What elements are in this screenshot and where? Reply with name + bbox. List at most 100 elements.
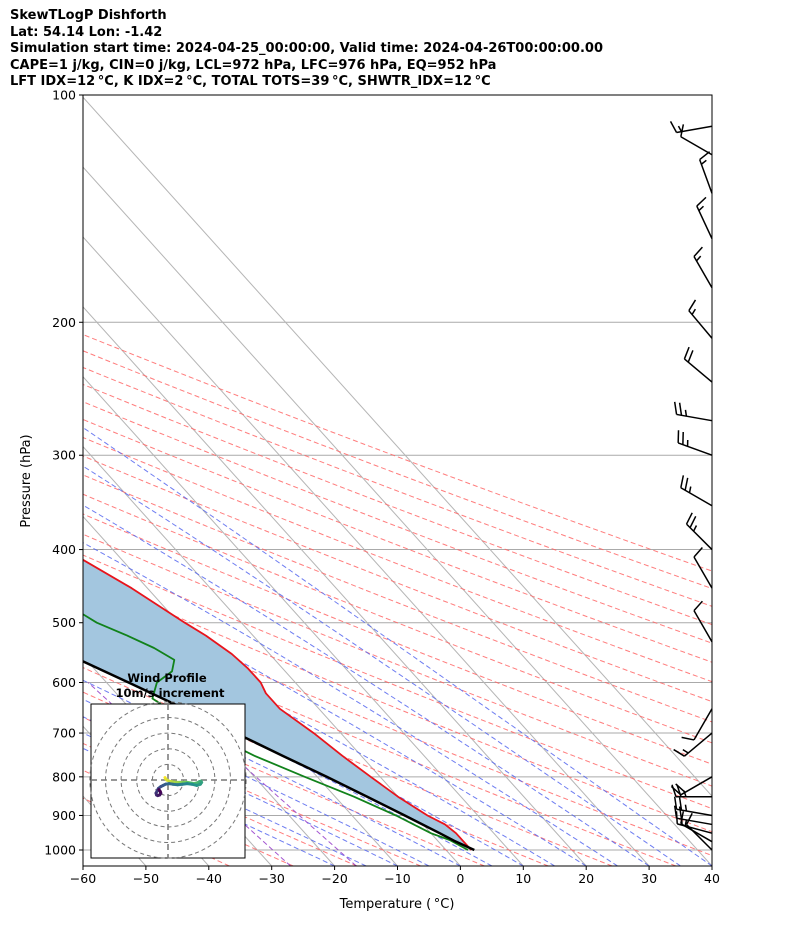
y-tick-label: 700 [52, 726, 76, 741]
wind-barb [681, 708, 713, 741]
dry-adiabat [83, 334, 712, 572]
barb-flag [689, 515, 697, 528]
barb-flag [693, 600, 703, 612]
barb-half-flag [691, 308, 697, 315]
inset-title-line1: Wind Profile [127, 671, 207, 685]
isotherm-line [0, 95, 20, 866]
barb-flag [685, 512, 693, 525]
barb-flag [687, 350, 694, 363]
x-tick-label: −40 [196, 871, 222, 886]
dry-adiabat [83, 401, 712, 644]
wind-barb [693, 246, 713, 289]
wind-barb [693, 600, 713, 643]
header-location: Lat: 54.14 Lon: -1.42 [10, 24, 163, 40]
y-tick-label: 600 [52, 675, 76, 690]
barb-half-flag [684, 409, 688, 417]
chart-header: SkewTLogP Dishforth Lat: 54.14 Lon: -1.4… [10, 8, 603, 91]
dry-adiabat [83, 493, 712, 744]
dewpoint-line [83, 613, 469, 851]
barb-flag [681, 736, 695, 741]
barb-staff [676, 817, 713, 826]
header-indices-1: CAPE=1 j/kg, CIN=0 j/kg, LCL=972 hPa, LF… [10, 57, 497, 73]
wind-barb [683, 346, 713, 383]
parcel-line [83, 660, 475, 852]
barb-flag [678, 797, 683, 811]
barb-staff [683, 732, 713, 757]
barb-flag [678, 806, 683, 820]
y-tick-label: 900 [52, 808, 76, 823]
isotherm-line [83, 376, 524, 866]
isotherm-line [83, 96, 712, 797]
wind-barb [680, 124, 713, 156]
moist-adiabat [83, 658, 493, 866]
barb-flag [680, 475, 685, 488]
y-tick-label: 400 [52, 542, 76, 557]
barb-staff [680, 136, 713, 156]
barb-staff [677, 442, 713, 456]
barb-flag [683, 346, 690, 360]
barb-flag [678, 402, 683, 416]
x-tick-label: 20 [578, 871, 594, 886]
header-indices-2: LFT IDX=12 °C, K IDX=2 °C, TOTAL TOTS=39… [10, 74, 491, 89]
wind-barb [673, 805, 713, 826]
moist-adiabat [83, 504, 650, 866]
x-tick-label: −60 [70, 871, 96, 886]
barb-staff [693, 556, 713, 589]
wind-barb [693, 547, 713, 589]
barb-flag [673, 748, 685, 757]
x-tick-label: 0 [456, 871, 464, 886]
y-tick-label: 500 [52, 615, 76, 630]
barb-staff [693, 610, 713, 643]
x-tick-label: 30 [641, 871, 657, 886]
barb-staff [698, 159, 713, 194]
barb-flag [693, 547, 703, 558]
barb-staff [688, 310, 713, 339]
x-tick-label: −10 [384, 871, 410, 886]
isotherm-line [83, 865, 84, 866]
x-tick-label: −30 [259, 871, 285, 886]
barb-staff [677, 823, 713, 834]
mixing-ratio-line [87, 682, 291, 866]
cape-area [83, 559, 475, 850]
barb-flag [673, 796, 678, 810]
y-tick-label: 1000 [44, 843, 76, 858]
barb-half-flag [684, 819, 688, 827]
barb-flag [696, 196, 707, 207]
barb-flag [673, 805, 678, 819]
hodograph-ring [89, 701, 247, 859]
wind-barb [673, 796, 713, 817]
barb-flag [670, 785, 682, 796]
barb-staff [686, 523, 713, 551]
header-title: SkewTLogP Dishforth [10, 8, 167, 23]
y-axis-label: Pressure (hPa) [19, 434, 34, 527]
wind-barb [669, 121, 713, 134]
barb-staff [693, 708, 713, 741]
barb-staff [683, 358, 713, 383]
hodograph-trace [154, 776, 204, 798]
dry-adiabat [83, 366, 712, 607]
barb-flag [684, 477, 689, 491]
y-tick-label: 300 [52, 448, 76, 463]
barb-flag [680, 124, 685, 137]
barb-half-flag [692, 525, 698, 532]
wind-barb [680, 475, 713, 507]
barb-staff [680, 487, 713, 507]
isotherm-line [83, 445, 461, 866]
wind-barb [673, 732, 713, 757]
barb-staff [680, 776, 713, 796]
y-tick-label: 800 [52, 769, 76, 784]
wind-barb [685, 512, 713, 551]
dry-adiabat [83, 513, 712, 765]
barb-half-flag [695, 255, 702, 262]
barb-half-flag [682, 749, 689, 754]
barb-staff [676, 413, 713, 422]
barb-flag [669, 121, 678, 133]
barb-half-flag [677, 125, 683, 132]
x-tick-label: −20 [321, 871, 347, 886]
moist-adiabat [83, 698, 430, 866]
barb-flag [688, 299, 697, 312]
wind-barb [670, 776, 713, 796]
y-tick-label: 100 [52, 88, 76, 103]
barb-flag [675, 783, 686, 793]
